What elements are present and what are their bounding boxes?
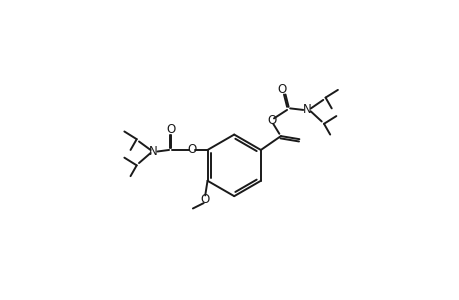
Text: O: O bbox=[200, 193, 209, 206]
Text: O: O bbox=[166, 123, 175, 136]
Text: N: N bbox=[302, 103, 311, 116]
Text: N: N bbox=[149, 145, 158, 158]
Text: O: O bbox=[187, 143, 196, 157]
Text: O: O bbox=[277, 83, 286, 96]
Text: O: O bbox=[267, 114, 276, 127]
